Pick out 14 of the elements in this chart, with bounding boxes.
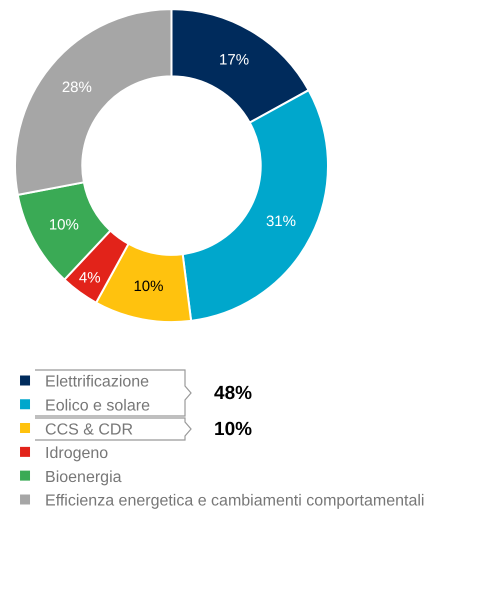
- legend-label: Eolico e solare: [45, 397, 150, 414]
- data-label: 17%: [219, 51, 250, 68]
- text: 48%: [214, 383, 252, 404]
- legend-label: Bioenergia: [45, 468, 122, 486]
- data-label: 4%: [78, 270, 101, 287]
- data-label: 10%: [133, 278, 164, 295]
- legend-label: Efficienza energetica e cambiamenti comportamentali: [45, 492, 424, 510]
- legend-label: Idrogeno: [45, 445, 108, 462]
- data-label: 31%: [266, 212, 296, 230]
- data-label: 10%: [48, 216, 79, 234]
- legend-label: CCS & CDR: [45, 421, 134, 438]
- data-label: 28%: [62, 78, 92, 96]
- legend-label: Elettrificazione: [45, 374, 150, 391]
- text: 10%: [214, 419, 252, 440]
